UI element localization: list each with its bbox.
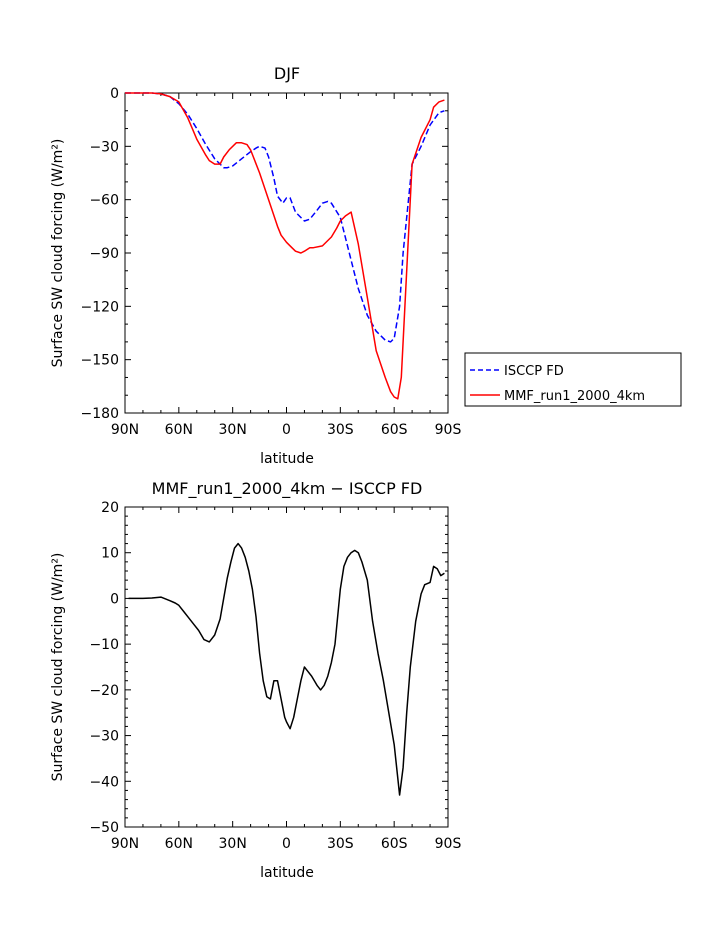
legend-label-isccp-fd: ISCCP FD bbox=[504, 364, 564, 379]
x-tick-label: 0 bbox=[282, 422, 291, 438]
x-tick-label: 30S bbox=[327, 836, 354, 852]
panel-1-series bbox=[125, 92, 445, 400]
series-line-mmf-run1-2000-4km bbox=[125, 92, 445, 400]
x-tick-label: 30S bbox=[327, 422, 354, 438]
panel-1-x-tick-labels: 90N 60N 30N 0 30S 60S 90S bbox=[111, 422, 462, 438]
legend-box bbox=[464, 352, 682, 407]
legend: ISCCP FD MMF_run1_2000_4km bbox=[464, 352, 682, 407]
y-tick-label: −90 bbox=[89, 246, 119, 262]
y-tick-label: −60 bbox=[89, 193, 119, 209]
x-tick-label: 60N bbox=[165, 836, 193, 852]
panel-1-title: DJF bbox=[274, 64, 300, 83]
x-tick-label: 90S bbox=[435, 422, 462, 438]
panel-1-x-axis-title: latitude bbox=[260, 451, 314, 467]
x-tick-label: 90N bbox=[111, 836, 139, 852]
y-tick-label: −30 bbox=[89, 729, 119, 745]
panel-2-x-axis-title: latitude bbox=[260, 865, 314, 881]
panel-2-y-axis-title: Surface SW cloud forcing (W/m²) bbox=[50, 553, 66, 782]
x-tick-label: 0 bbox=[282, 836, 291, 852]
y-tick-label: −50 bbox=[89, 820, 119, 836]
panel-2-series bbox=[128, 542, 445, 796]
y-tick-label: −120 bbox=[81, 299, 119, 315]
y-tick-label: 20 bbox=[101, 500, 119, 516]
y-tick-label: −10 bbox=[89, 637, 119, 653]
x-tick-label: 60S bbox=[381, 422, 408, 438]
y-tick-label: −40 bbox=[89, 774, 119, 790]
x-tick-label: 30N bbox=[219, 836, 247, 852]
panel-1-y-axis-title: Surface SW cloud forcing (W/m²) bbox=[50, 139, 66, 368]
y-tick-label: −150 bbox=[81, 353, 119, 369]
x-tick-label: 90S bbox=[435, 836, 462, 852]
x-tick-label: 60S bbox=[381, 836, 408, 852]
y-tick-label: 0 bbox=[110, 591, 119, 607]
x-tick-label: 30N bbox=[219, 422, 247, 438]
panel-2-ticks bbox=[124, 506, 449, 828]
y-tick-label: 10 bbox=[101, 546, 119, 562]
x-tick-label: 90N bbox=[111, 422, 139, 438]
series-line-isccp-fd bbox=[125, 92, 445, 343]
panel-1: DJF 90N 60N 30N 0 30S 60S 90S 0 −30 −60 −90 −120 −1… bbox=[50, 64, 461, 467]
y-tick-label: −30 bbox=[89, 139, 119, 155]
panel-2-plot-frame bbox=[124, 506, 449, 828]
panel-2: MMF_run1_2000_4km − ISCCP FD 90N 60N 30N 0 3… bbox=[50, 479, 461, 881]
series-line-difference bbox=[128, 542, 445, 796]
panel-1-y-tick-labels: 0 −30 −60 −90 −120 −150 −180 bbox=[81, 86, 119, 422]
y-tick-label: 0 bbox=[110, 86, 119, 102]
legend-label-mmf: MMF_run1_2000_4km bbox=[504, 389, 645, 404]
panel-2-x-tick-labels: 90N 60N 30N 0 30S 60S 90S bbox=[111, 836, 462, 852]
panel-1-ticks bbox=[124, 92, 449, 414]
panel-2-y-tick-labels: 20 10 0 −10 −20 −30 −40 −50 bbox=[89, 500, 119, 836]
y-tick-label: −180 bbox=[81, 406, 119, 422]
panel-1-plot-frame bbox=[124, 92, 449, 414]
panel-2-title: MMF_run1_2000_4km − ISCCP FD bbox=[152, 479, 423, 499]
x-tick-label: 60N bbox=[165, 422, 193, 438]
y-tick-label: −20 bbox=[89, 683, 119, 699]
